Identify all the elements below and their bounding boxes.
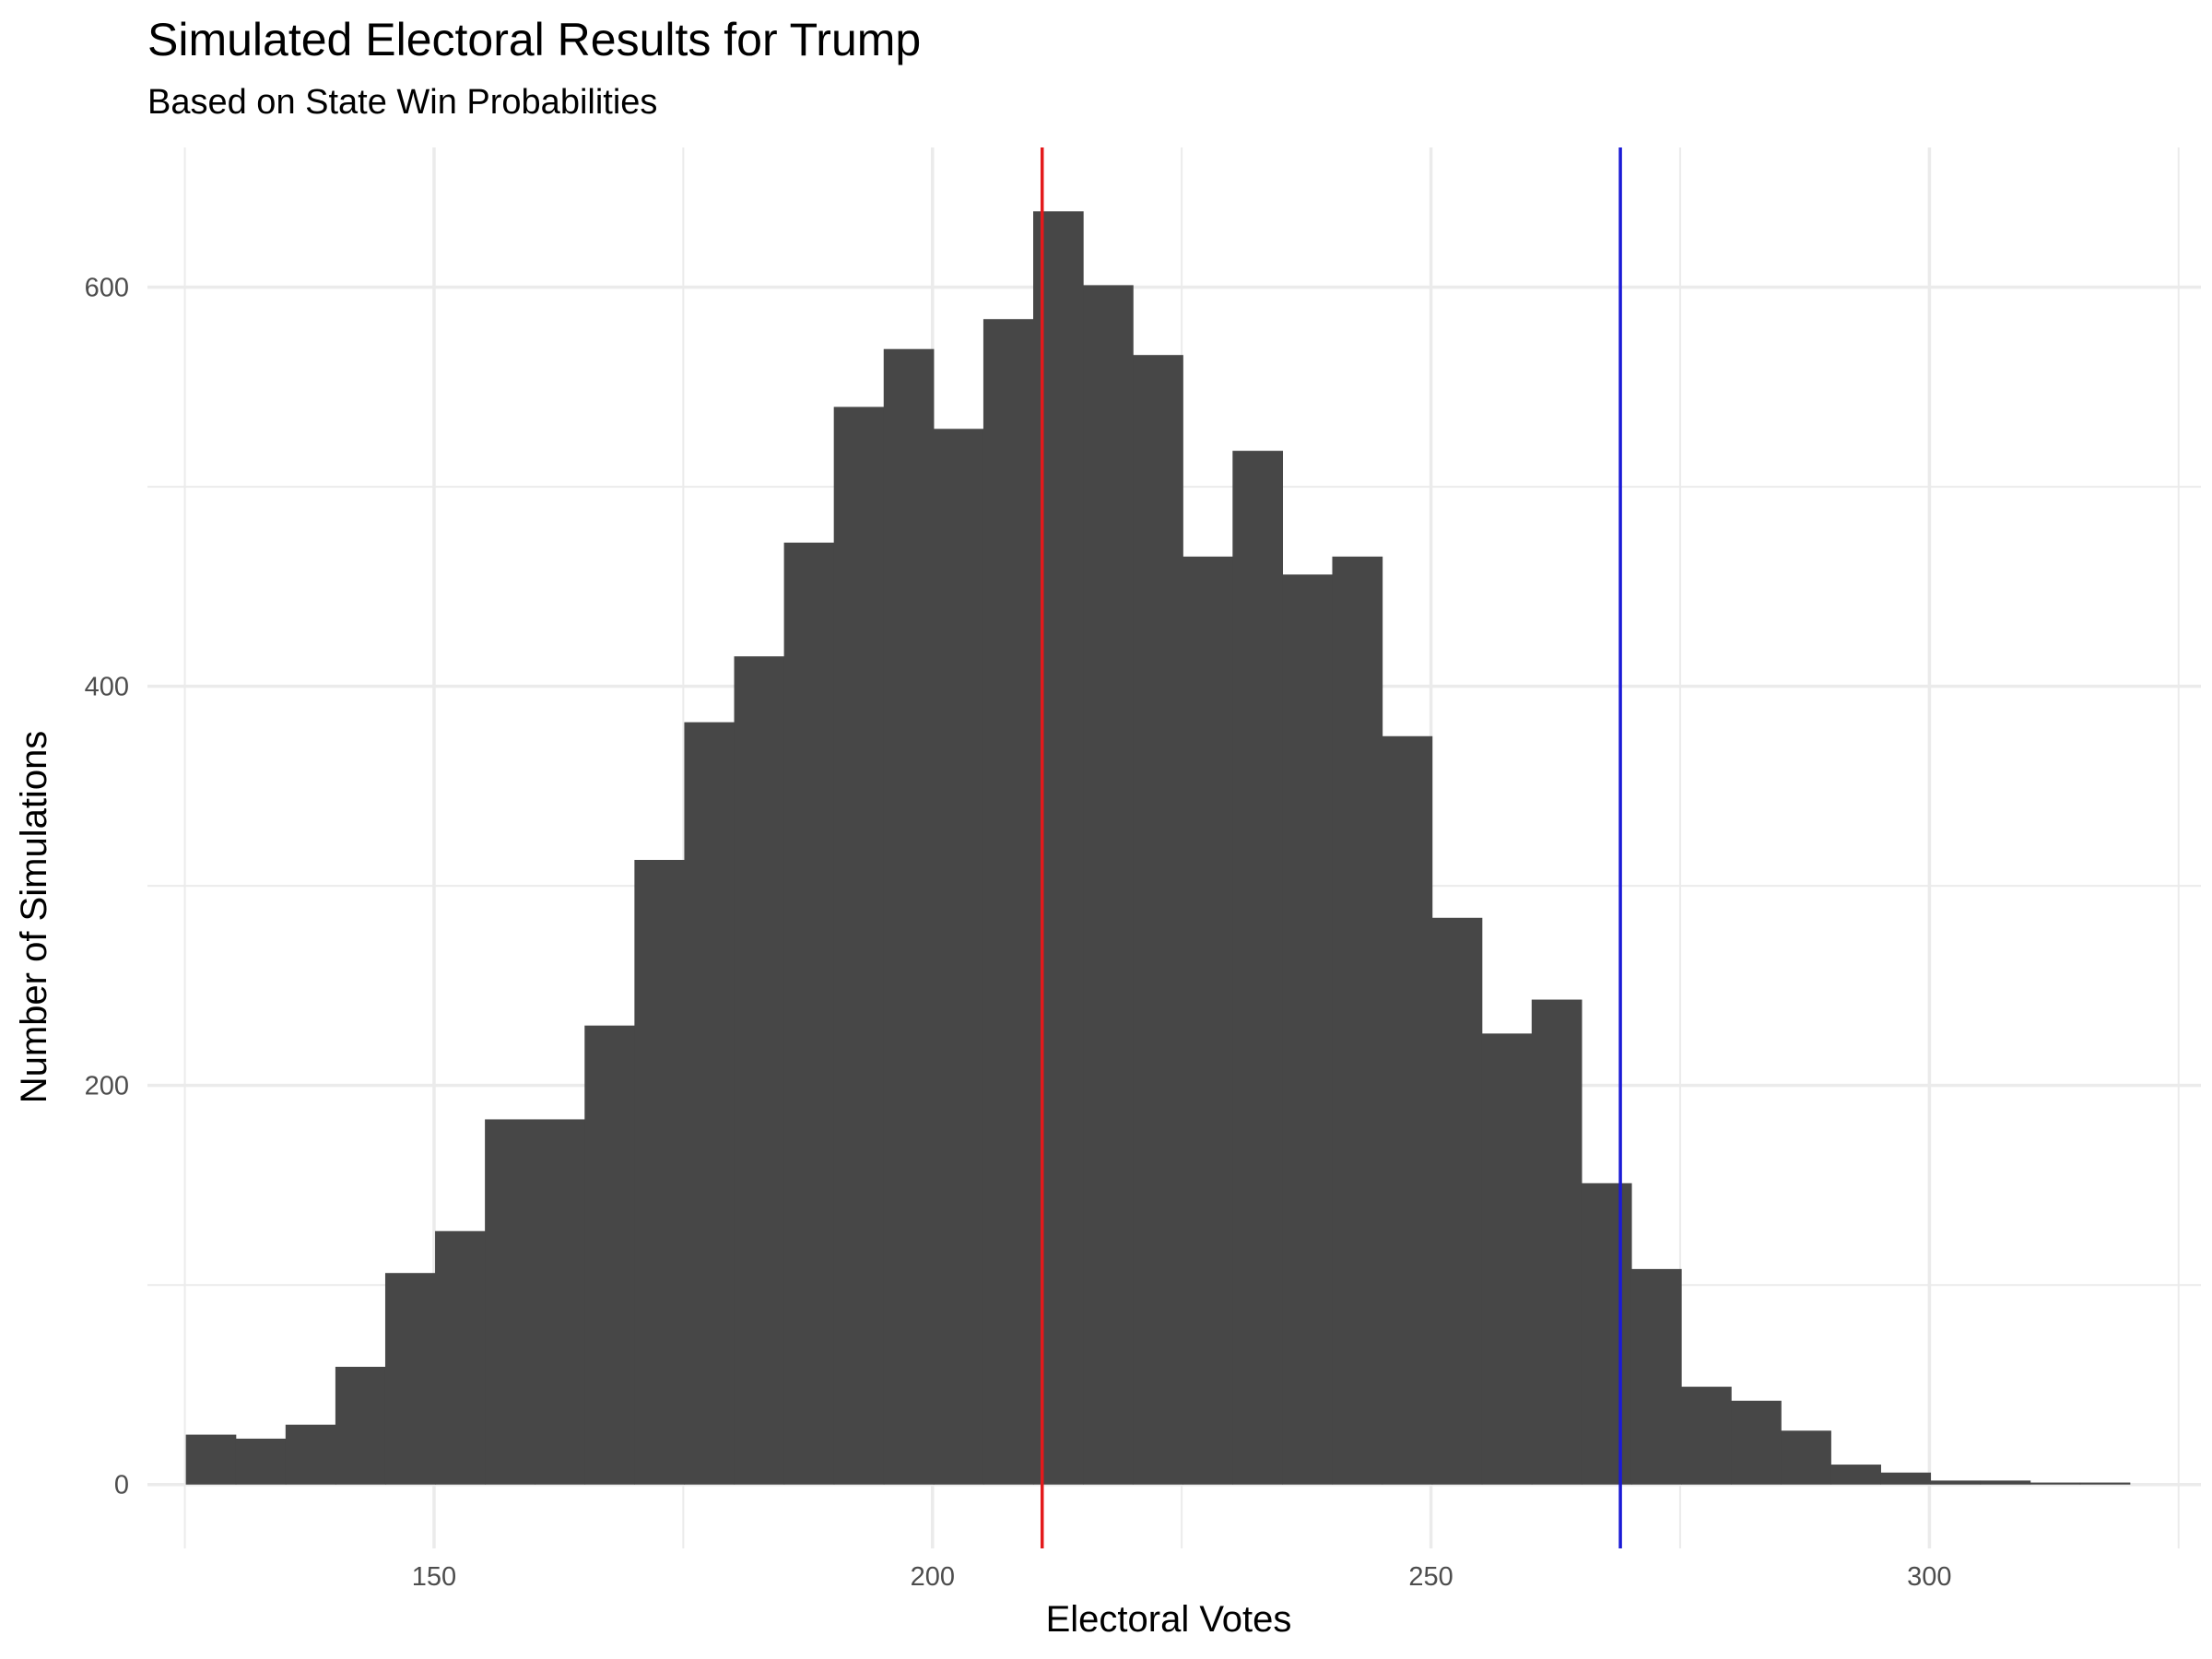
y-tick-label: 600 <box>85 274 129 303</box>
x-tick-label: 150 <box>412 1562 456 1592</box>
histogram-bar <box>1083 285 1134 1485</box>
histogram-bar <box>384 1273 436 1485</box>
histogram-bar <box>335 1366 386 1485</box>
histogram-bar <box>1681 1386 1732 1485</box>
histogram-bar <box>1182 556 1233 1485</box>
histogram-bar <box>1382 735 1433 1485</box>
histogram-bar <box>1830 1465 1881 1485</box>
histogram-bar <box>982 319 1034 1485</box>
x-tick-label: 250 <box>1408 1562 1453 1592</box>
histogram-bar <box>1431 917 1483 1485</box>
x-axis-title: Electoral Votes <box>1046 1599 1292 1640</box>
histogram-bar <box>1232 451 1284 1485</box>
histogram-bar <box>1880 1472 1932 1485</box>
y-axis-title: Number of Simulations <box>14 731 54 1104</box>
chart-subtitle: Based on State Win Probabilities <box>147 83 658 122</box>
histogram-bar <box>933 429 984 1485</box>
histogram-bar <box>833 406 885 1485</box>
histogram-bar <box>2030 1482 2081 1485</box>
y-tick-label: 200 <box>85 1072 129 1101</box>
x-tick-label: 300 <box>1907 1562 1951 1592</box>
histogram-bar <box>285 1424 336 1485</box>
histogram-bar <box>435 1230 486 1485</box>
y-axis-ticks: 0 200 400 600 <box>85 274 129 1500</box>
histogram-bar <box>1630 1268 1682 1485</box>
histogram-bar <box>1531 999 1583 1485</box>
histogram-bar <box>1133 355 1183 1485</box>
histogram-bar <box>485 1119 535 1485</box>
y-tick-label: 0 <box>114 1471 129 1500</box>
histogram-bar <box>783 542 835 1485</box>
histogram-bar <box>883 348 935 1485</box>
histogram-bar <box>584 1025 635 1485</box>
histogram-bar <box>1930 1480 1982 1485</box>
histogram-bar <box>1282 574 1334 1485</box>
histogram-bar <box>1980 1480 2031 1485</box>
histogram-bars <box>185 211 2131 1485</box>
histogram-bar <box>684 722 735 1485</box>
histogram-bar <box>1731 1400 1782 1485</box>
x-tick-label: 200 <box>911 1562 955 1592</box>
chart-title: Simulated Electoral Results for Trump <box>147 14 922 65</box>
x-axis-ticks: 150 200 250 300 <box>412 1562 1952 1592</box>
histogram-bar <box>235 1438 287 1485</box>
histogram-bar <box>1781 1430 1831 1485</box>
histogram-bar <box>1481 1033 1533 1485</box>
histogram-bar <box>2079 1482 2131 1485</box>
reference-lines <box>1040 147 1622 1548</box>
histogram-bar <box>1332 556 1383 1485</box>
y-tick-label: 400 <box>85 673 129 702</box>
histogram-bar <box>1581 1182 1632 1485</box>
histogram-bar <box>535 1119 585 1485</box>
histogram-bar <box>185 1434 237 1485</box>
histogram-bar <box>734 656 785 1485</box>
histogram-bar <box>634 859 686 1485</box>
